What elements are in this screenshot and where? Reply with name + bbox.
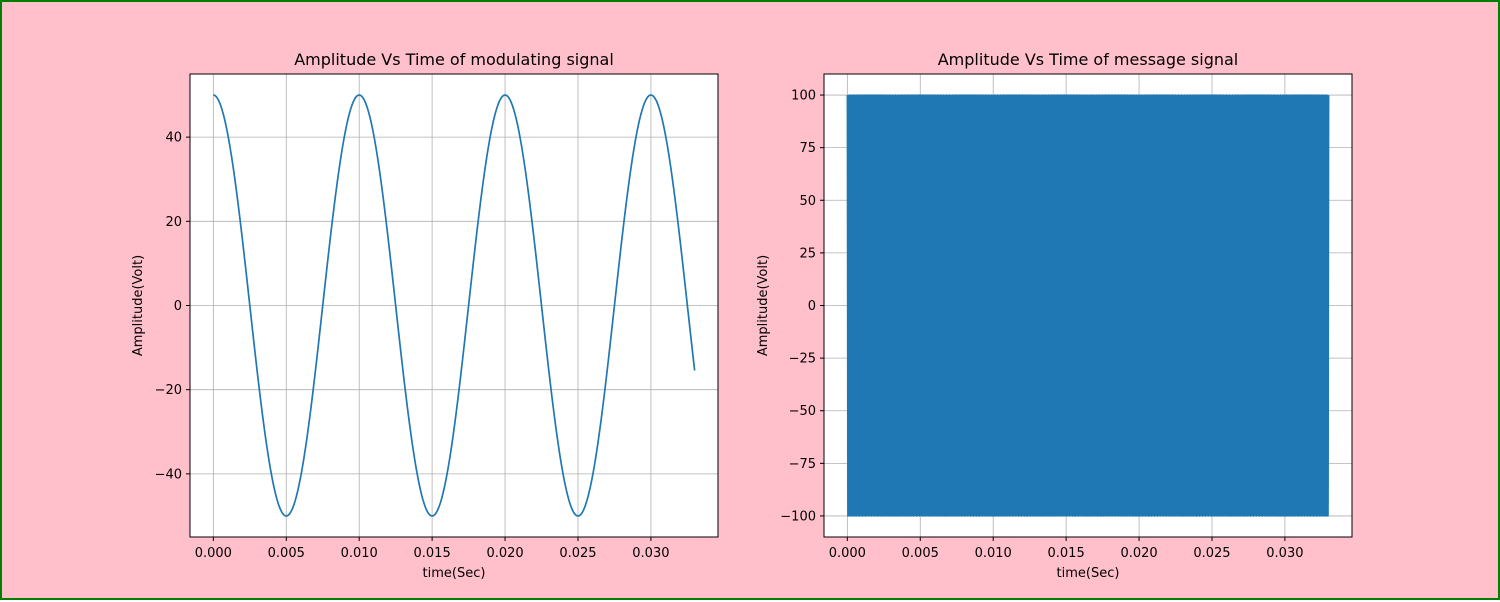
- x-tick-label: 0.025: [559, 546, 596, 561]
- chart-title: Amplitude Vs Time of modulating signal: [294, 50, 614, 69]
- y-tick-label: −25: [789, 352, 816, 367]
- x-tick-label: 0.005: [902, 546, 939, 561]
- x-tick-label: 0.005: [268, 546, 305, 561]
- series-line: [846, 94, 1330, 517]
- y-tick-label: 0: [808, 299, 816, 314]
- y-tick-label: 50: [799, 194, 816, 209]
- series-line: [212, 94, 696, 517]
- y-tick-label: 0: [174, 299, 182, 314]
- y-tick-label: −75: [789, 457, 816, 472]
- y-axis-label: Amplitude(Volt): [131, 255, 146, 356]
- y-tick-label: −20: [155, 383, 182, 398]
- chart-modulating: 0.000 0.005 0.010 0.015 0.020 0.025 0.030 −40 −2…: [131, 50, 719, 581]
- x-tick-label: 0.015: [1048, 546, 1085, 561]
- y-tick-label: 20: [165, 215, 182, 230]
- y-axis-label: Amplitude(Volt): [756, 255, 771, 356]
- y-tick-label: 75: [799, 141, 816, 156]
- chart-message: 0.000 0.005 0.010 0.015 0.020 0.025 0.030 −100 −…: [756, 50, 1353, 581]
- x-tick-label: 0.015: [414, 546, 451, 561]
- y-tick-label: −100: [780, 509, 816, 524]
- x-tick-label: 0.030: [632, 546, 669, 561]
- chart-title: Amplitude Vs Time of message signal: [938, 50, 1239, 69]
- x-axis-label: time(Sec): [423, 566, 486, 581]
- x-tick-label: 0.030: [1266, 546, 1303, 561]
- x-tick-label: 0.010: [975, 546, 1012, 561]
- x-tick-label: 0.020: [486, 546, 523, 561]
- x-tick-label: 0.010: [341, 546, 378, 561]
- x-tick-label: 0.000: [829, 546, 866, 561]
- y-tick-label: 100: [791, 89, 816, 104]
- x-tick-label: 0.000: [195, 546, 232, 561]
- y-tick-label: −40: [155, 467, 182, 482]
- x-axis-label: time(Sec): [1057, 566, 1120, 581]
- y-tick-label: 25: [799, 246, 816, 261]
- x-tick-label: 0.020: [1120, 546, 1157, 561]
- y-tick-label: −50: [789, 404, 816, 419]
- x-tick-label: 0.025: [1193, 546, 1230, 561]
- y-tick-label: 40: [165, 131, 182, 146]
